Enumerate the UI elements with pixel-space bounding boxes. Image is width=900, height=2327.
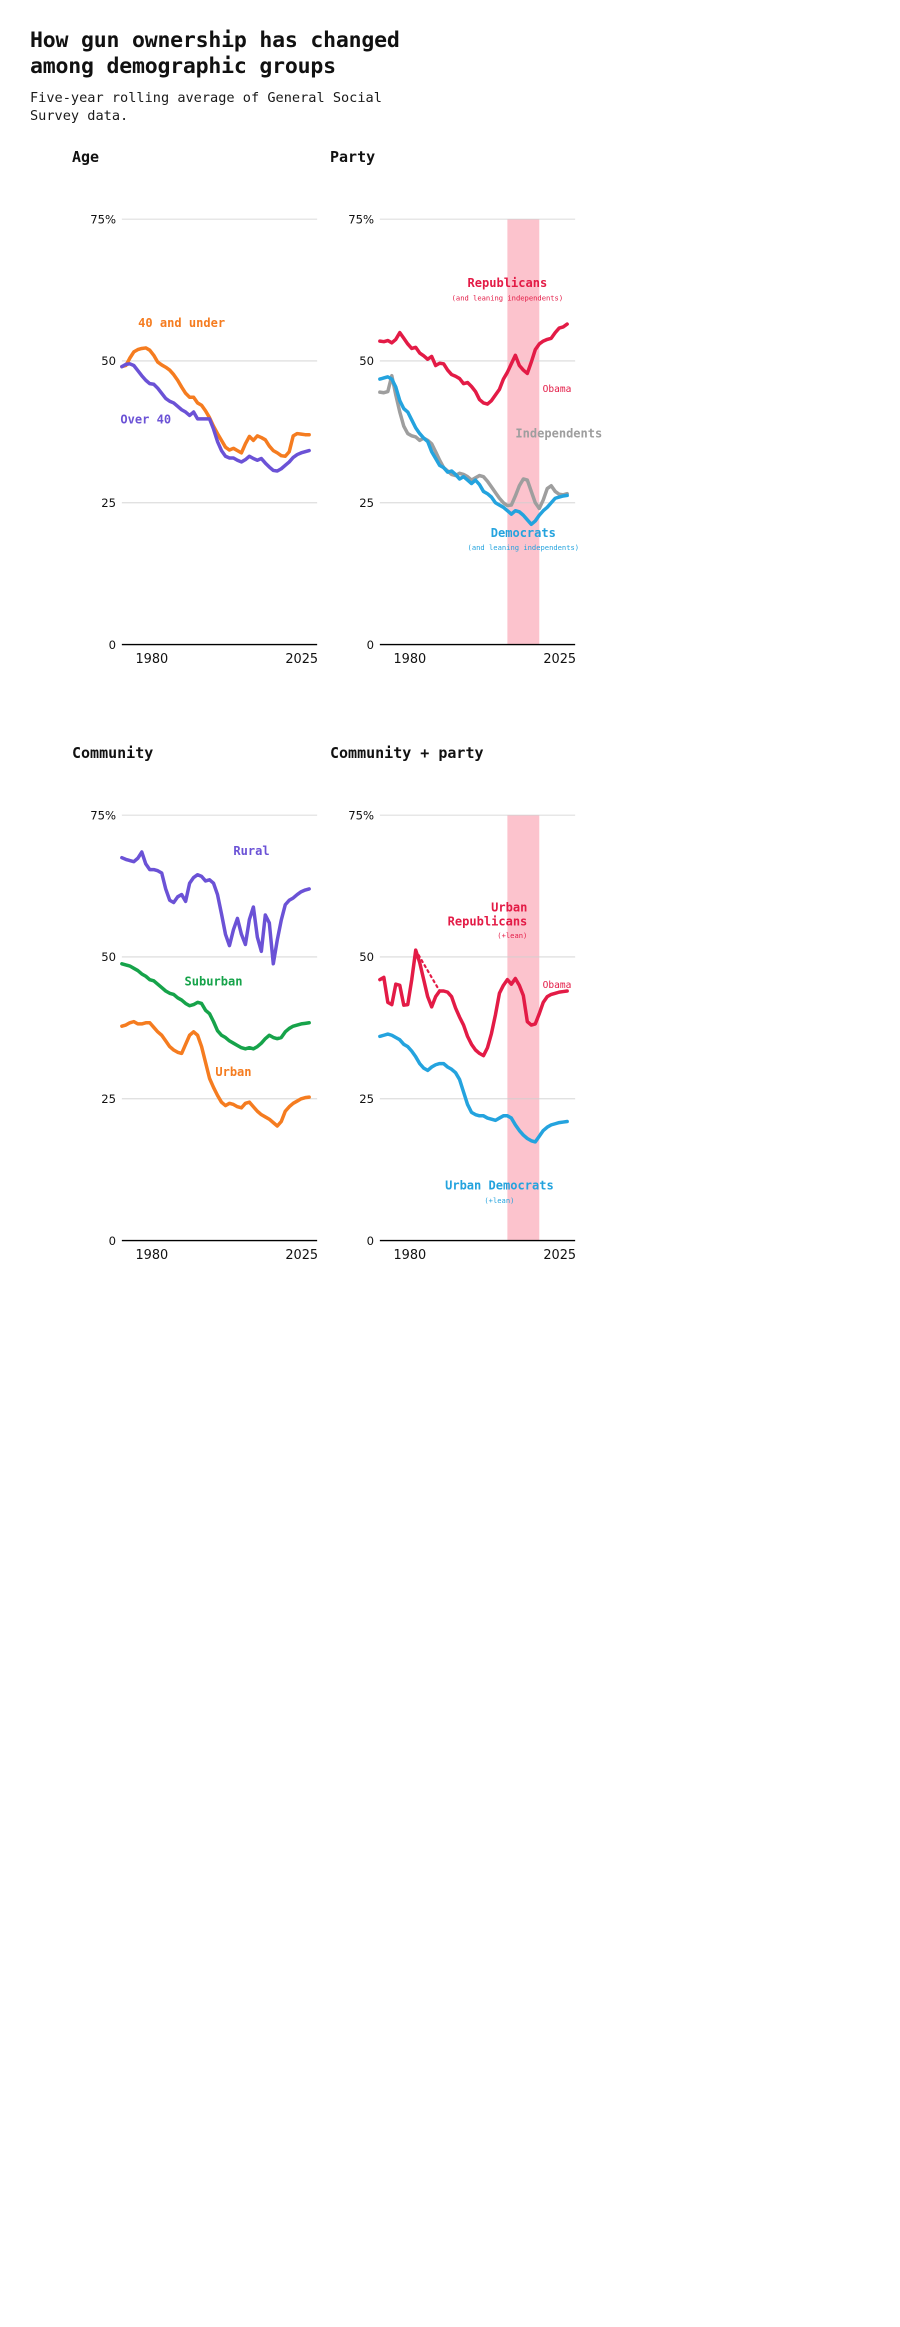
y-tick-label: 0 <box>109 638 116 652</box>
series-sublabel: (and leaning independents) <box>452 293 564 302</box>
y-tick-label: 25 <box>101 1092 116 1106</box>
series-label: Over 40 <box>120 412 171 426</box>
y-tick-label: 75% <box>90 212 116 226</box>
panel-title: Community <box>72 743 154 762</box>
chart-svg: 75% 50 25 0 1980 2025 Rural Suburban Urban <box>90 808 318 1263</box>
y-tick-label: 50 <box>359 950 374 964</box>
data-line-democrats <box>378 374 569 526</box>
data-line-republicans <box>378 322 569 406</box>
dotted-trend-segment <box>414 948 441 992</box>
series-label: Democrats <box>491 526 556 540</box>
obama-period-shading <box>507 218 540 645</box>
x-tick-label: 2025 <box>543 652 576 667</box>
series-sublabel: (+lean) <box>484 1196 514 1205</box>
y-tick-label: 0 <box>367 638 374 652</box>
page-subtitle: Five-year rolling average of General Soc… <box>30 90 382 125</box>
y-tick-label: 25 <box>101 496 116 510</box>
series-sublabel: (and leaning independents) <box>468 543 580 552</box>
series-label: Urban Democrats <box>445 1178 554 1192</box>
y-tick-label: 0 <box>367 1234 374 1248</box>
data-line-rural <box>120 850 311 966</box>
header: How gun ownership has changed among demo… <box>0 0 600 126</box>
series-label: Rural <box>233 844 269 858</box>
y-tick-label: 25 <box>359 496 374 510</box>
plot-area: 75% 50 25 0 1980 2025 40 and under Over 40 <box>72 170 367 722</box>
series-label: 40 and under <box>138 316 225 330</box>
y-tick-label: 75% <box>348 808 374 822</box>
annotation-label-obama: Obama <box>543 384 572 395</box>
y-tick-label: 0 <box>109 1234 116 1248</box>
series-label: Suburban <box>185 974 243 988</box>
plot-area: 75% 50 25 0 1980 2025 Republicans (and leaning … <box>330 170 625 722</box>
data-line-over-40 <box>120 361 311 473</box>
series-label: Republicans <box>468 276 548 290</box>
x-tick-label: 2025 <box>543 1248 576 1263</box>
data-line-independents <box>378 373 569 510</box>
panel-title: Age <box>72 147 100 166</box>
panel-title: Community + party <box>330 743 484 762</box>
plot-area: 75% 50 25 0 1980 2025 Urban Republicans (+lean) U… <box>330 766 625 1318</box>
x-tick-label: 2025 <box>285 652 318 667</box>
data-line-urban-republicans <box>378 948 569 1058</box>
annotation-label-obama: Obama <box>543 980 572 991</box>
infographic-page: How gun ownership has changed among demo… <box>0 0 602 1263</box>
series-sublabel: (+lean) <box>497 931 527 940</box>
series-label: Republicans <box>448 914 528 928</box>
y-tick-label: 25 <box>359 1092 374 1106</box>
data-line-suburban <box>120 961 311 1051</box>
obama-period-shading <box>507 814 540 1241</box>
x-tick-label: 1980 <box>135 652 168 667</box>
chart-svg: 75% 50 25 0 1980 2025 Republicans (and leaning … <box>348 212 602 667</box>
y-tick-label: 50 <box>359 354 374 368</box>
y-tick-label: 75% <box>348 212 374 226</box>
y-tick-label: 50 <box>101 354 116 368</box>
plot-area: 75% 50 25 0 1980 2025 Rural Suburban Urban <box>72 766 367 1318</box>
series-label: Urban <box>491 900 527 914</box>
series-label: Urban <box>215 1065 251 1079</box>
data-line-urban <box>120 1019 311 1128</box>
x-tick-label: 2025 <box>285 1248 318 1263</box>
x-tick-label: 1980 <box>135 1248 168 1263</box>
page-title: How gun ownership has changed among demo… <box>30 28 400 80</box>
panel-title: Party <box>330 147 376 166</box>
series-label: Independents <box>515 426 602 440</box>
x-tick-label: 1980 <box>393 1248 426 1263</box>
x-tick-label: 1980 <box>393 652 426 667</box>
chart-svg: 75% 50 25 0 1980 2025 40 and under Over 40 <box>90 212 318 667</box>
y-tick-label: 50 <box>101 950 116 964</box>
y-tick-label: 75% <box>90 808 116 822</box>
data-line-urban-democrats <box>378 1032 569 1144</box>
